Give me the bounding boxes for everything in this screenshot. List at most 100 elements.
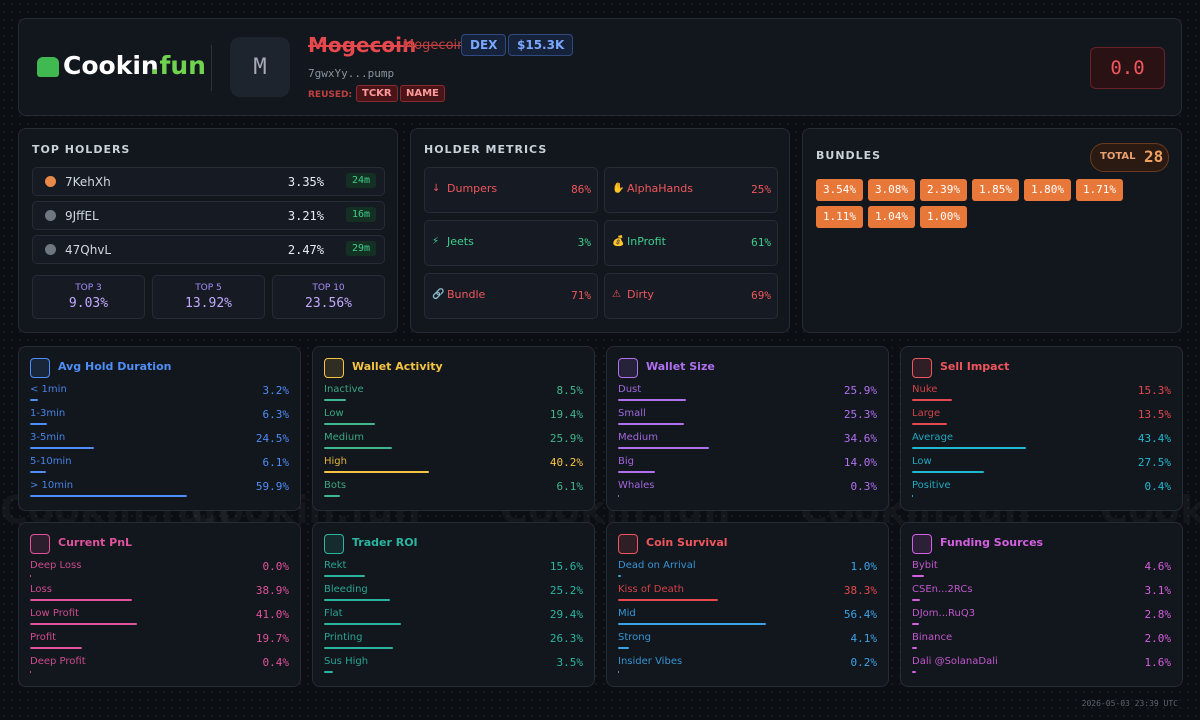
bar <box>912 399 953 401</box>
stat-card: Wallet Activity Inactive 8.5% Low 19.4% Mediu… <box>312 346 595 511</box>
stat-card: Funding Sources Bybit 4.6% CSEn...2RCs 3.1% D… <box>900 522 1183 687</box>
stat-card: Trader ROI Rekt 15.6% Bleeding 25.2% Flat 29.4… <box>312 522 595 687</box>
bar-track <box>912 647 1174 649</box>
bar-track <box>324 447 586 449</box>
row-name: Big <box>618 456 634 467</box>
bundle-chip: 1.80% <box>1024 179 1071 201</box>
summary-label: TOP 5 <box>195 283 222 293</box>
row-value: 4.1% <box>850 632 878 645</box>
bar <box>30 471 46 473</box>
row-name: Mid <box>618 608 636 619</box>
row-name: Dali @SolanaDali <box>912 656 998 667</box>
bar <box>324 671 334 673</box>
row-value: 24.5% <box>255 432 289 445</box>
row-value: 43.4% <box>1137 432 1171 445</box>
row-name: Bleeding <box>324 584 368 595</box>
row-value: 15.3% <box>1137 384 1171 397</box>
summary-box: TOP 3 9.03% <box>32 275 145 319</box>
bundle-chip: 1.85% <box>972 179 1019 201</box>
bar <box>30 575 31 577</box>
bundle-chip: 2.39% <box>920 179 967 201</box>
bar <box>912 495 914 497</box>
row-name: Strong <box>618 632 651 643</box>
card-title: Funding Sources <box>940 536 1044 549</box>
card-title: Current PnL <box>58 536 133 549</box>
bar <box>324 647 393 649</box>
total-value: 28 <box>1144 147 1164 166</box>
bar-track <box>30 599 292 601</box>
bar <box>30 671 32 673</box>
holder-name: 47QhvL <box>65 243 112 257</box>
stat-card: Coin Survival Dead on Arrival 1.0% Kiss of … <box>606 522 889 687</box>
reused-label: REUSED: <box>308 90 353 100</box>
divider <box>211 45 212 91</box>
bundles-panel: BUNDLES TOTAL 28 3.54% 3.08% 2.39% 1.85% 1.80% 1… <box>802 128 1182 333</box>
row-name: Dead on Arrival <box>618 560 696 571</box>
row-name: 1-3min <box>30 408 66 419</box>
card-icon <box>618 358 638 378</box>
bundle-chip: 3.08% <box>868 179 915 201</box>
row-value: 27.5% <box>1137 456 1171 469</box>
bar-track <box>618 399 880 401</box>
row-value: 56.4% <box>843 608 877 621</box>
row-name: DJom...RuQ3 <box>912 608 976 619</box>
row-name: Whales <box>618 480 655 491</box>
header-panel: Cookin .fun M Mogecoin Mogecoin DEX $15.3K 7gwx… <box>18 18 1182 116</box>
row-name: Deep Loss <box>30 560 82 571</box>
row-value: 41.0% <box>255 608 289 621</box>
row-value: 15.6% <box>549 560 583 573</box>
bar <box>618 647 629 649</box>
summary-label: TOP 3 <box>75 283 102 293</box>
bar-track <box>618 575 880 577</box>
bar-track <box>618 623 880 625</box>
holder-age: 24m <box>345 173 376 188</box>
row-value: 0.2% <box>850 656 878 669</box>
row-value: 2.0% <box>1144 632 1172 645</box>
bar <box>30 599 132 601</box>
row-value: 4.6% <box>1144 560 1172 573</box>
summary-label: TOP 10 <box>312 283 345 293</box>
score: 0.0 <box>1090 47 1165 89</box>
row-name: Flat <box>324 608 343 619</box>
metric-label: Bundle <box>447 288 486 301</box>
row-name: Printing <box>324 632 363 643</box>
metric-value: 25% <box>751 183 771 196</box>
bar-track <box>30 623 292 625</box>
row-name: < 1min <box>30 384 67 395</box>
row-value: 3.1% <box>1144 584 1172 597</box>
row-value: 25.9% <box>549 432 583 445</box>
bar <box>618 599 719 601</box>
row-name: Small <box>618 408 646 419</box>
bar-track <box>618 495 880 497</box>
token-name: Mogecoin <box>308 33 417 57</box>
metric-label: Dumpers <box>447 182 498 195</box>
card-icon <box>912 534 932 554</box>
card-icon <box>912 358 932 378</box>
holder-name: 7KehXh <box>65 175 111 189</box>
bar-track <box>30 495 292 497</box>
bar <box>618 399 686 401</box>
row-name: CSEn...2RCs <box>912 584 973 595</box>
row-value: 38.3% <box>843 584 877 597</box>
summary-value: 13.92% <box>185 296 232 311</box>
stat-card: Avg Hold Duration < 1min 3.2% 1-3min 6.3% 3-5… <box>18 346 301 511</box>
row-name: Low <box>324 408 344 419</box>
row-name: Dust <box>618 384 642 395</box>
row-name: Kiss of Death <box>618 584 684 595</box>
metric-value: 3% <box>577 236 591 249</box>
total-label: TOTAL <box>1100 151 1136 162</box>
bar <box>912 599 921 601</box>
row-name: Medium <box>324 432 364 443</box>
metric-icon: 💰 <box>612 236 625 247</box>
row-name: > 10min <box>30 480 74 491</box>
bar-track <box>324 423 586 425</box>
row-name: Bots <box>324 480 347 491</box>
metric-box: ↓ Dumpers 86% <box>424 167 598 213</box>
row-name: Medium <box>618 432 658 443</box>
bar <box>30 423 47 425</box>
timestamp: 2026-05-03 23:39 UTC <box>1081 699 1178 708</box>
row-value: 25.2% <box>549 584 583 597</box>
card-icon <box>30 534 50 554</box>
holder-row: 47QhvL 2.47% 29m <box>32 235 385 264</box>
metric-value: 61% <box>751 236 771 249</box>
